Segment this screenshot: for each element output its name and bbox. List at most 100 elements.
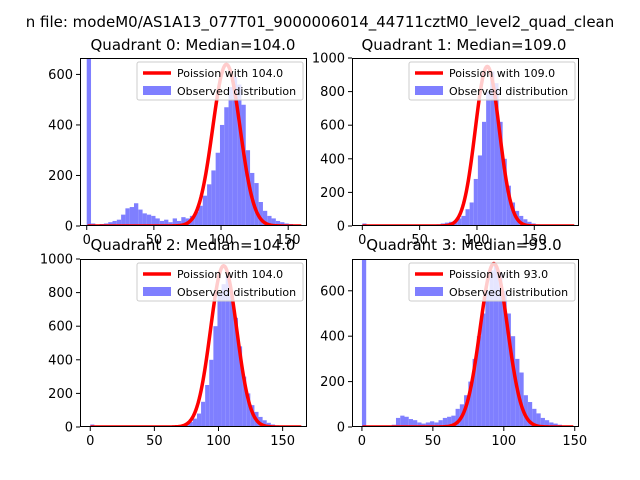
histogram-bar	[502, 158, 507, 226]
axes-frame	[80, 259, 307, 427]
histogram-bar	[258, 202, 263, 226]
histogram-bar	[447, 416, 452, 427]
y-tick-label: 1000	[312, 52, 345, 67]
histogram-bar	[196, 413, 202, 427]
histogram-bar	[482, 121, 487, 226]
histogram-bar	[473, 178, 478, 226]
histogram-bar	[246, 393, 251, 427]
y-axis-ticks: 0 200 400 600	[320, 284, 352, 436]
legend: Poission with 104.0 Observed distributio…	[136, 262, 304, 302]
histogram-bar	[267, 215, 272, 226]
legend-poisson-label: Poission with 93.0	[449, 268, 548, 281]
x-tick-label: 0	[83, 233, 91, 248]
legend-histogram-label: Observed distribution	[449, 85, 568, 98]
histogram-bar	[108, 222, 113, 226]
histogram-bar	[245, 150, 251, 226]
histogram-bar	[176, 220, 182, 226]
histogram-bar	[237, 84, 242, 226]
histogram-bar	[238, 346, 243, 427]
y-tick-label: 0	[65, 421, 73, 436]
histogram-bar	[408, 419, 414, 427]
histogram-bar	[271, 218, 276, 226]
y-tick-label: 200	[48, 387, 73, 402]
y-tick-label: 400	[48, 353, 73, 368]
histogram-bar	[506, 313, 511, 427]
legend-histogram-label: Observed distribution	[177, 85, 296, 98]
histogram-bar	[142, 213, 147, 226]
y-tick-label: 600	[320, 119, 345, 134]
histogram-bar	[213, 326, 218, 427]
histogram-bar	[172, 218, 177, 226]
figure-suptitle: n file: modeM0/AS1A13_077T01_9000006014_…	[26, 13, 615, 32]
histogram-bar	[121, 214, 126, 226]
histogram-bar	[194, 212, 199, 226]
histogram-bar	[146, 214, 152, 226]
histogram-bar	[493, 265, 499, 427]
histogram-bar	[221, 284, 226, 427]
histogram-bar	[457, 218, 462, 226]
histogram-bar	[229, 295, 234, 427]
histogram-bar	[112, 220, 117, 226]
histogram-bar	[417, 422, 422, 427]
histogram-bar	[540, 417, 545, 427]
y-tick-label: 400	[320, 152, 345, 167]
histogram-bar	[215, 152, 220, 226]
x-tick-label: 150	[562, 434, 587, 449]
histogram-bar	[486, 91, 491, 226]
x-axis-ticks: 0 50 100 150	[86, 427, 295, 449]
histogram-bar	[490, 71, 495, 226]
histogram-bar	[477, 155, 483, 226]
histogram-bar	[523, 395, 528, 427]
histogram-bar	[217, 292, 222, 427]
legend-box	[136, 262, 304, 302]
x-tick-label: 100	[465, 233, 490, 248]
legend-poisson-label: Poission with 104.0	[177, 67, 283, 80]
legend-poisson-label: Poission with 109.0	[449, 67, 555, 80]
y-tick-label: 200	[320, 186, 345, 201]
x-axis-ticks: 0 50 100 150	[358, 427, 587, 449]
y-axis-ticks: 0 200 400 600	[48, 68, 80, 235]
histogram-bar	[116, 219, 122, 226]
histogram-bar	[225, 275, 230, 427]
subplot-quadrant-1: Quadrant 1: Median=109.0 0 50 100 150 0 200 4…	[312, 36, 579, 248]
histogram-bar	[159, 220, 165, 226]
legend-box	[136, 61, 304, 101]
histogram-bar	[241, 104, 246, 226]
histogram-bar	[233, 317, 238, 427]
y-tick-label: 200	[320, 375, 345, 390]
histogram-bar	[188, 421, 193, 427]
x-tick-label: 0	[358, 434, 366, 449]
histogram-bar	[472, 358, 477, 427]
axes-frame	[352, 58, 579, 226]
histogram-bar	[413, 420, 418, 427]
histogram-bar	[395, 417, 401, 427]
histogram-bar	[125, 208, 130, 226]
histogram-bar	[494, 83, 499, 226]
y-tick-label: 600	[48, 320, 73, 335]
histogram-bar	[502, 290, 507, 427]
x-tick-label: 150	[270, 434, 295, 449]
histogram-bar	[498, 121, 503, 226]
x-tick-label: 0	[358, 233, 366, 248]
histogram-bars	[362, 71, 565, 226]
histogram-bar	[498, 272, 503, 427]
legend-histogram-swatch	[143, 287, 171, 296]
histogram-bar	[544, 420, 550, 427]
legend-poisson-label: Poission with 104.0	[177, 268, 283, 281]
histogram-bar	[400, 415, 405, 427]
y-tick-label: 0	[337, 220, 345, 235]
subplot-title: Quadrant 2: Median=104.0	[91, 236, 296, 254]
histogram-bar	[129, 207, 134, 226]
histogram-bar	[425, 422, 431, 427]
x-tick-label: 50	[146, 434, 163, 449]
histogram-bar	[198, 205, 203, 226]
histogram-bar	[224, 107, 229, 226]
subplot-title: Quadrant 1: Median=109.0	[362, 36, 567, 54]
x-tick-label: 100	[491, 434, 516, 449]
x-tick-label: 50	[411, 233, 428, 248]
y-tick-label: 0	[337, 421, 345, 436]
legend-histogram-swatch	[415, 287, 443, 296]
y-axis-ticks: 0 200 400 600 800 1000	[40, 253, 80, 436]
histogram-bar	[219, 124, 225, 226]
histogram-bar	[201, 401, 206, 427]
